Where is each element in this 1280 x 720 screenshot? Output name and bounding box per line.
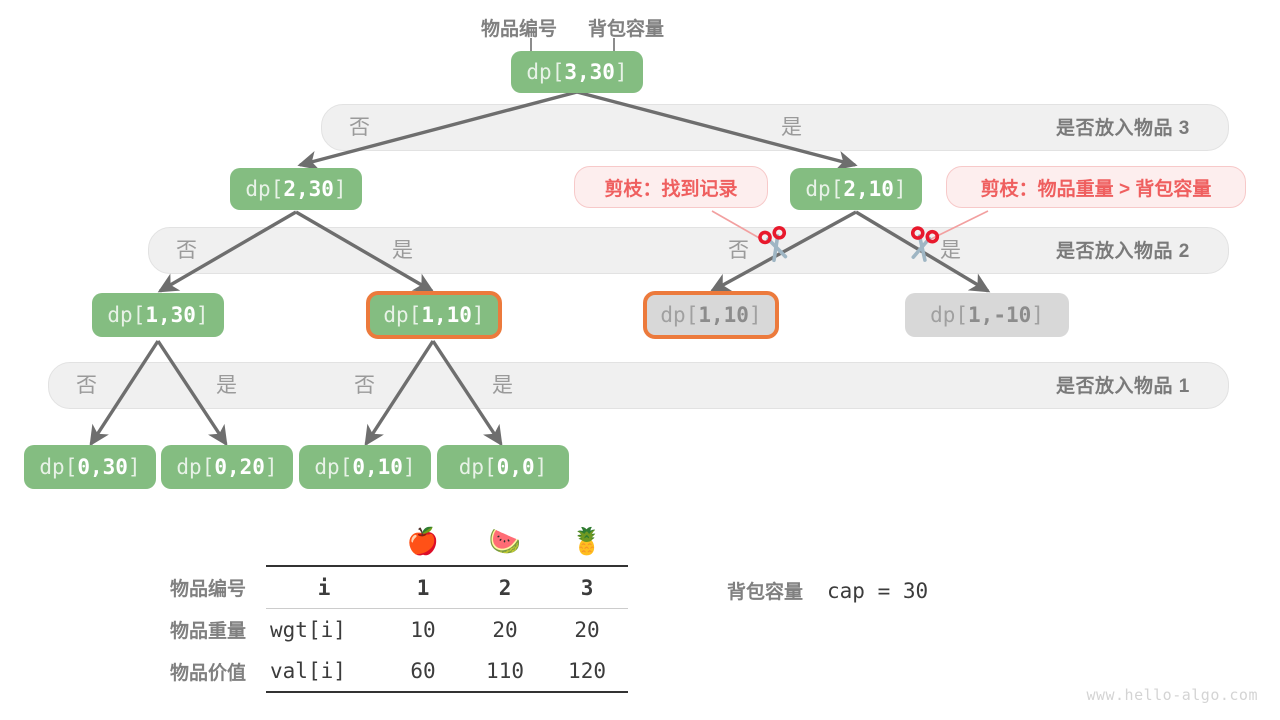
capacity-value: cap = 30 — [827, 578, 929, 603]
tree-node-dp-1-10-pruned[interactable]: dp[1,10] — [643, 291, 779, 339]
cell-val-1: 60 — [382, 650, 465, 693]
node-label: dp[1,10] — [660, 303, 762, 327]
branch-label-l1-no: 否 — [349, 116, 370, 139]
emoji-watermelon: 🍉 — [488, 527, 522, 557]
branch-label-l2-no: 否 — [176, 239, 197, 262]
table-row-value: 物品价值 val[i] 60 110 120 — [170, 650, 629, 693]
scissors-icon-left — [754, 225, 798, 274]
tree-node-dp-2-30[interactable]: dp[2,30] — [230, 168, 362, 210]
branch-label-l3-no-2: 否 — [354, 374, 375, 397]
tree-node-dp-1-10-expanded[interactable]: dp[1,10] — [366, 291, 502, 339]
node-label: dp[2,10] — [805, 177, 907, 201]
tree-node-dp-1-30[interactable]: dp[1,30] — [92, 293, 224, 337]
node-label: dp[1,-10] — [930, 303, 1044, 327]
table-row-weight: 物品重量 wgt[i] 10 20 20 — [170, 609, 628, 651]
tree-node-dp-0-0[interactable]: dp[0,0] — [437, 445, 569, 489]
cell-wgt-name: wgt[i] — [270, 617, 346, 642]
cell-val-2: 110 — [464, 650, 547, 693]
cell-i-name: i — [266, 565, 383, 609]
table-row-emoji: 🍎 🍉 🍍 — [170, 519, 628, 566]
branch-label-l1-yes: 是 — [781, 116, 802, 139]
node-label: dp[2,30] — [245, 177, 347, 201]
cell-i-3: 3 — [546, 565, 629, 609]
scissors-icon-right — [900, 225, 944, 274]
node-label: dp[0,30] — [39, 455, 141, 479]
row-header-item-index: 物品编号 — [170, 578, 247, 600]
items-table: 🍎 🍉 🍍 物品编号 i 1 2 3 物品重量 wgt[i] 10 20 20 … — [170, 519, 629, 693]
cell-wgt-3: 20 — [574, 617, 600, 642]
level-title-1: 是否放入物品 1 — [1056, 376, 1190, 397]
cell-wgt-2: 20 — [492, 617, 518, 642]
tree-node-dp-0-20[interactable]: dp[0,20] — [161, 445, 293, 489]
branch-label-l3-yes-2: 是 — [492, 374, 513, 397]
node-label: dp[1,30] — [107, 303, 209, 327]
tree-node-dp-0-30[interactable]: dp[0,30] — [24, 445, 156, 489]
node-label: dp[1,10] — [383, 303, 485, 327]
branch-label-l2-no-2: 否 — [728, 239, 749, 262]
row-header-item-value: 物品价值 — [170, 662, 247, 684]
cell-val-name: val[i] — [266, 650, 383, 693]
node-label: dp[0,10] — [314, 455, 416, 479]
cell-wgt-1: 10 — [410, 617, 436, 642]
cell-i-1: 1 — [382, 565, 465, 609]
level-title-3: 是否放入物品 3 — [1056, 118, 1190, 139]
cell-i-2: 2 — [464, 565, 547, 609]
branch-label-l3-yes: 是 — [216, 374, 237, 397]
node-label: dp[3,30] — [526, 60, 628, 84]
capacity-note: 背包容量 cap = 30 — [727, 577, 928, 604]
row-header-item-weight: 物品重量 — [170, 620, 247, 642]
emoji-pineapple: 🍍 — [570, 527, 604, 557]
caption-bag-capacity: 背包容量 — [588, 19, 665, 40]
level-band-1 — [48, 362, 1229, 409]
tree-node-dp-0-10[interactable]: dp[0,10] — [299, 445, 431, 489]
branch-label-l2-yes: 是 — [392, 239, 413, 262]
prune-note-overweight: 剪枝：物品重量 > 背包容量 — [946, 166, 1246, 208]
emoji-apple: 🍎 — [406, 527, 440, 557]
prune-note-found-record: 剪枝：找到记录 — [574, 166, 768, 208]
node-label: dp[0,20] — [176, 455, 278, 479]
watermark: www.hello-algo.com — [1086, 686, 1258, 704]
tree-node-dp-3-30[interactable]: dp[3,30] — [511, 51, 643, 93]
caption-item-index: 物品编号 — [481, 19, 558, 40]
table-row-index: 物品编号 i 1 2 3 — [170, 565, 629, 609]
capacity-label: 背包容量 — [727, 582, 804, 603]
emoji-row-spacer — [170, 519, 266, 566]
node-label: dp[0,0] — [458, 455, 548, 479]
cell-val-3: 120 — [546, 650, 629, 693]
level-title-2: 是否放入物品 2 — [1056, 241, 1190, 262]
tree-node-dp-2-10[interactable]: dp[2,10] — [790, 168, 922, 210]
branch-label-l3-no: 否 — [76, 374, 97, 397]
tree-node-dp-1-neg10-pruned[interactable]: dp[1,-10] — [905, 293, 1069, 337]
